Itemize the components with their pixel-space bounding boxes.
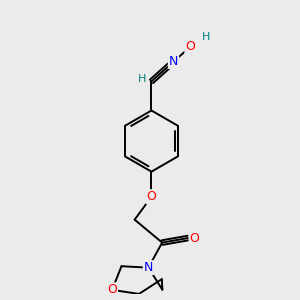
Text: O: O [146,190,156,203]
Text: O: O [190,232,200,244]
Text: O: O [185,40,195,53]
Text: H: H [202,32,210,42]
Text: O: O [107,284,117,296]
Text: N: N [144,261,153,274]
Text: H: H [138,74,146,84]
Text: N: N [169,55,178,68]
